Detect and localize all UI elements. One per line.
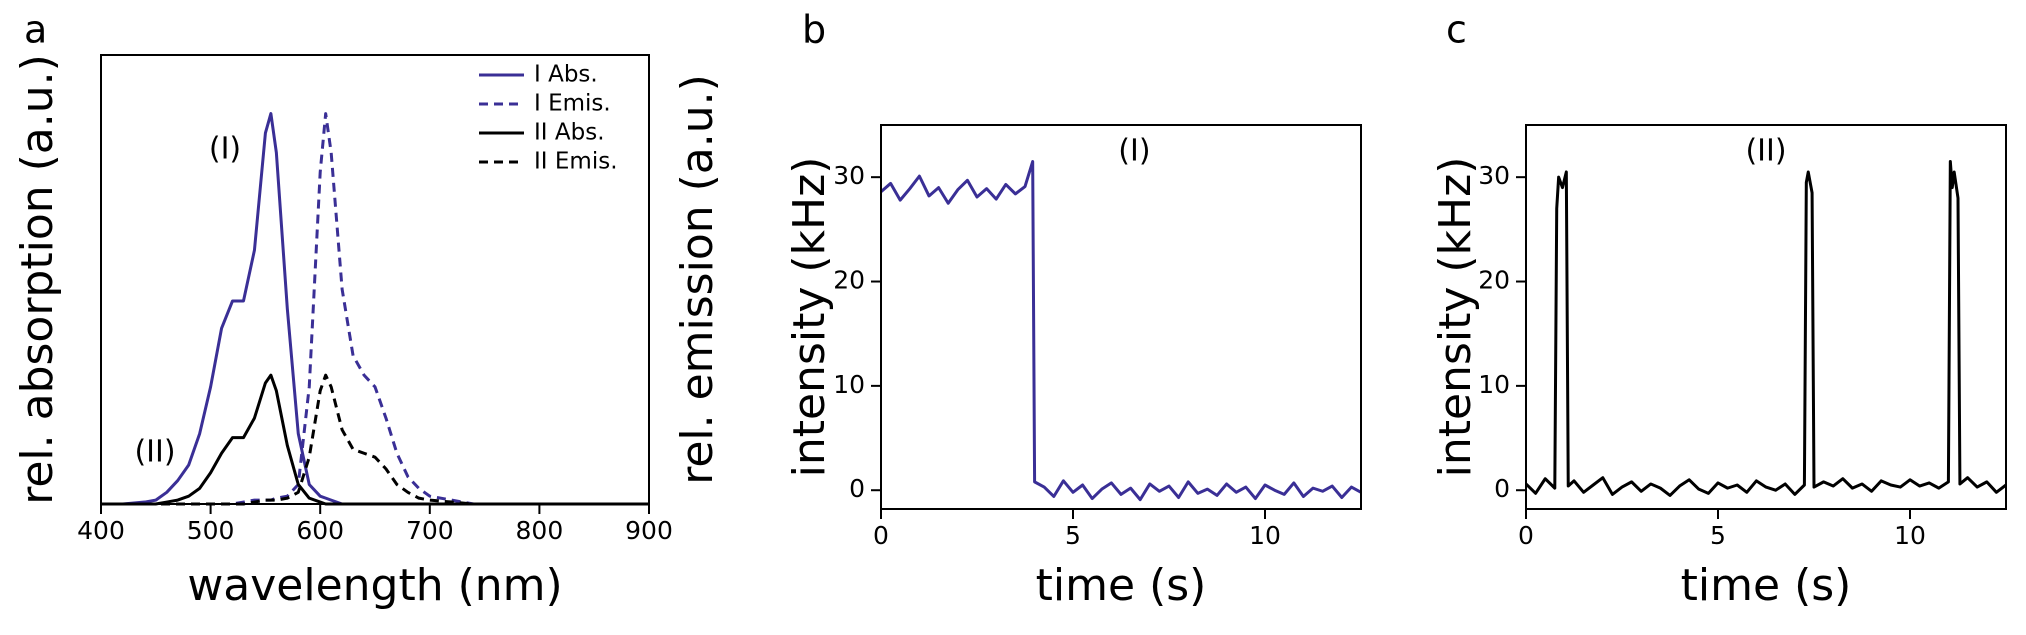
legend-label: II Abs. [534, 120, 605, 146]
plot-frame [1525, 124, 2007, 510]
y-tick-label: 0 [849, 474, 865, 503]
series-line [1524, 160, 2007, 497]
panel-letter: b [802, 8, 826, 52]
x-tick-label: 0 [1518, 521, 1534, 550]
series-line [101, 112, 649, 506]
plot-frame [880, 124, 1362, 510]
y-tick-label: 0 [1494, 474, 1510, 503]
x-tick-label: 400 [77, 516, 125, 545]
annotation: (I) [209, 132, 241, 167]
y-tick-label: 10 [1478, 370, 1510, 399]
x-tick-label: 900 [625, 516, 673, 545]
panel-letter: a [24, 8, 47, 52]
y-tick-label: 30 [1478, 161, 1510, 190]
series-line [101, 373, 649, 506]
y-axis-label: intensity (kHz) [1430, 157, 1481, 478]
x-axis-label: time (s) [1681, 560, 1852, 611]
series-line [880, 160, 1362, 502]
x-tick-label: 800 [516, 516, 564, 545]
panel-annotation: (I) [1118, 134, 1150, 169]
legend-label: I Emis. [534, 91, 611, 117]
y2-axis-label: rel. emission (a.u.) [672, 74, 723, 485]
legend-label: II Emis. [534, 149, 618, 175]
x-tick-label: 600 [296, 516, 344, 545]
x-tick-label: 5 [1710, 521, 1726, 550]
x-tick-label: 0 [873, 521, 889, 550]
legend-label: I Abs. [534, 62, 598, 88]
x-tick-label: 10 [1894, 521, 1926, 550]
annotation: (II) [134, 435, 175, 470]
panel-letter: c [1446, 8, 1467, 52]
x-tick-label: 500 [187, 516, 235, 545]
x-axis-label: time (s) [1036, 560, 1207, 611]
y-axis-label: rel. absorption (a.u.) [12, 54, 63, 505]
x-axis-label: wavelength (nm) [187, 560, 562, 611]
x-tick-label: 10 [1249, 521, 1281, 550]
y-axis-label: intensity (kHz) [784, 157, 835, 478]
y-tick-label: 20 [833, 266, 865, 295]
y-tick-label: 20 [1478, 266, 1510, 295]
y-tick-label: 30 [833, 161, 865, 190]
panel-annotation: (II) [1745, 134, 1786, 169]
y-tick-label: 10 [833, 370, 865, 399]
x-tick-label: 700 [406, 516, 454, 545]
plot-frame [100, 54, 650, 505]
x-tick-label: 5 [1065, 521, 1081, 550]
series-line [101, 373, 649, 506]
